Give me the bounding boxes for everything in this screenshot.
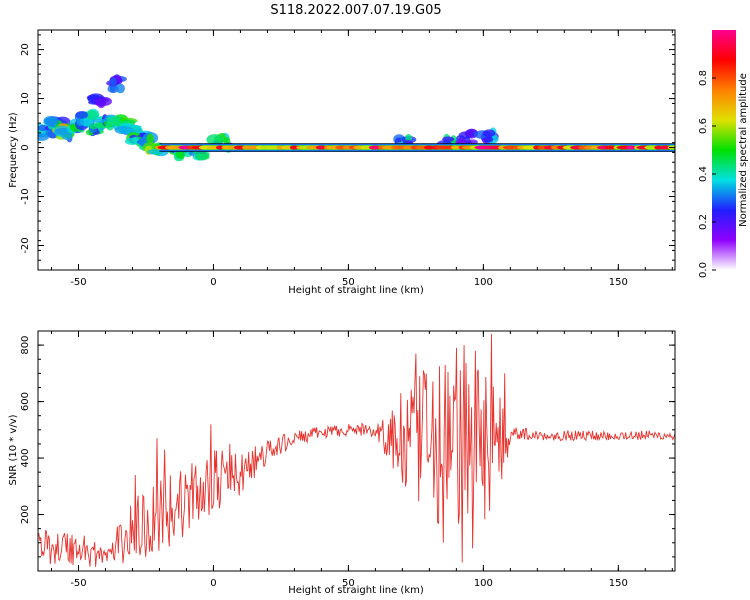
spectrogram-blob	[109, 77, 117, 87]
spectrogram-y-axis-label: Frequency (Hz)	[8, 112, 19, 188]
spectrogram-plot-area	[38, 74, 675, 162]
colorbar-ticks: 0.0 0.2 0.4 0.6 0.8	[698, 70, 716, 278]
spectrogram-blob	[43, 115, 59, 126]
snr-y-ticks: 200 400 600 800	[20, 330, 675, 558]
spectrogram-ridge-peak	[315, 145, 328, 150]
spectrogram-blob	[483, 136, 494, 143]
colorbar-tick-label: 0.6	[698, 118, 709, 134]
snr-x-tick-label: 50	[342, 578, 355, 589]
spectrogram-blob	[206, 134, 224, 146]
snr-x-axis-label: Height of straight line (km)	[288, 585, 424, 596]
snr-x-tick-label: 150	[609, 578, 628, 589]
spectrogram-blob	[482, 129, 496, 138]
spectrogram-blob	[105, 119, 115, 131]
spectrogram-blob	[38, 133, 49, 141]
spectrogram-x-tick-label: 0	[210, 277, 216, 288]
spectrogram-y-tick-label: 10	[20, 92, 31, 105]
spectrogram-x-tick-label: 100	[474, 277, 493, 288]
snr-x-ticks: -50 0 50 100 150	[50, 331, 673, 589]
colorbar-gradient	[712, 30, 736, 270]
colorbar-tick-label: 0.0	[698, 262, 709, 278]
spectrogram-ridge-peak	[626, 145, 637, 150]
snr-y-axis-label: SNR (10 * v/v)	[8, 414, 19, 485]
snr-y-tick-label: 600	[20, 392, 31, 411]
colorbar-tick-label: 0.4	[698, 166, 709, 182]
spectrogram-y-tick-label: -10	[20, 188, 31, 204]
spectrogram-blob	[107, 84, 119, 94]
spectrogram-y-tick-label: -20	[20, 237, 31, 253]
spectrogram-blob	[195, 153, 210, 161]
spectrogram-y-tick-label: 20	[20, 43, 31, 56]
spectrogram-x-ticks: -50 0 50 100 150	[50, 30, 673, 288]
snr-series-line	[38, 333, 675, 567]
spectrogram-blob	[93, 97, 110, 103]
spectrogram-x-tick-label: 50	[342, 277, 355, 288]
colorbar-tick-label: 0.8	[698, 70, 709, 86]
spectrogram-y-tick-label: 0	[20, 144, 31, 150]
spectrogram-blob	[442, 136, 455, 142]
spectrogram-x-tick-label: 150	[609, 277, 628, 288]
spectrogram-x-axis-label: Height of straight line (km)	[288, 285, 424, 296]
snr-x-tick-label: -50	[70, 578, 86, 589]
spectrogram-blob	[92, 118, 108, 123]
spectrogram-x-tick-label: -50	[70, 277, 86, 288]
spectrogram-blob	[115, 83, 125, 94]
spectrogram-blob	[118, 126, 135, 135]
spectrogram-frame	[37, 29, 676, 271]
spectrogram-blob	[75, 111, 89, 119]
colorbar-label: Normalized spectral amplitude	[738, 73, 749, 227]
spectrogram-blob	[85, 109, 99, 121]
colorbar: 0.0 0.2 0.4 0.6 0.8 Normalized spectral ampl…	[698, 30, 749, 278]
spectrogram-panel: -50 0 50 100 150 -20 -10 0 10 20 Height of strai…	[8, 29, 676, 296]
spectrogram-blob	[76, 117, 84, 127]
spectrogram-blob	[405, 133, 412, 143]
spectrogram-y-ticks: -20 -10 0 10 20	[20, 34, 675, 271]
snr-y-tick-label: 400	[20, 449, 31, 468]
snr-y-tick-label: 800	[20, 336, 31, 355]
spectrogram-blob	[146, 133, 155, 144]
colorbar-tick-label: 0.2	[698, 214, 709, 230]
spectrogram-blob	[468, 139, 478, 145]
snr-x-tick-label: 0	[210, 578, 216, 589]
snr-y-tick-label: 200	[20, 505, 31, 524]
snr-panel: -50 0 50 100 150 200 400 600 800 Height of stra…	[8, 330, 676, 596]
snr-x-tick-label: 100	[474, 578, 493, 589]
figure-title: S118.2022.007.07.19.G05	[270, 3, 441, 18]
snr-frame	[37, 330, 676, 572]
